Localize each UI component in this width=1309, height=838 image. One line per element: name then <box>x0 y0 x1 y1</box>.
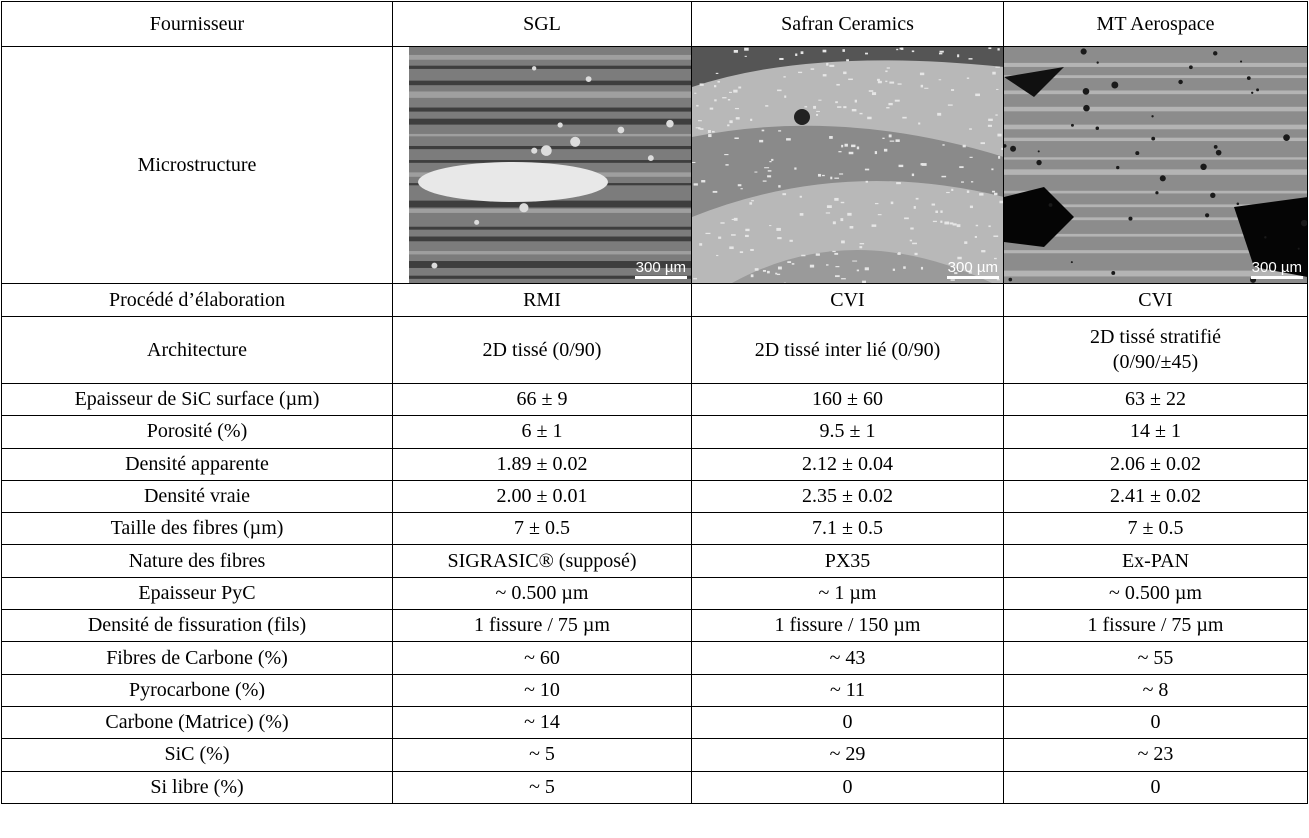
row-label: Porosité (%) <box>2 416 393 448</box>
data-row: SiC (%)~ 5~ 29~ 23 <box>2 739 1308 771</box>
row-label: Epaisseur PyC <box>2 577 393 609</box>
value-cell: PX35 <box>692 545 1004 577</box>
value-cell: 2.41 ± 0.02 <box>1004 480 1308 512</box>
row-label: Taille des fibres (µm) <box>2 513 393 545</box>
header-cell: Safran Ceramics <box>692 2 1004 47</box>
value-cell: 7.1 ± 0.5 <box>692 513 1004 545</box>
row-label: SiC (%) <box>2 739 393 771</box>
value-cell: ~ 8 <box>1004 674 1308 706</box>
row-label: Densité vraie <box>2 480 393 512</box>
value-cell: ~ 55 <box>1004 642 1308 674</box>
scale-bar-label: 300 µm <box>1251 260 1303 280</box>
value-cell: 1.89 ± 0.02 <box>393 448 692 480</box>
row-label: Epaisseur de SiC surface (µm) <box>2 384 393 416</box>
scale-bar-label: 300 µm <box>635 260 687 280</box>
value-cell: ~ 14 <box>393 706 692 738</box>
value-cell: ~ 43 <box>692 642 1004 674</box>
data-row: Epaisseur PyC~ 0.500 µm~ 1 µm~ 0.500 µm <box>2 577 1308 609</box>
value-cell: 7 ± 0.5 <box>393 513 692 545</box>
value-cell: 9.5 ± 1 <box>692 416 1004 448</box>
value-cell: 2.35 ± 0.02 <box>692 480 1004 512</box>
value-cell: CVI <box>1004 284 1308 317</box>
value-cell: ~ 23 <box>1004 739 1308 771</box>
value-cell: CVI <box>692 284 1004 317</box>
micrograph-cell: 300 µm <box>692 47 1004 284</box>
value-cell: Ex-PAN <box>1004 545 1308 577</box>
value-cell: 1 fissure / 75 µm <box>1004 610 1308 642</box>
value-cell: ~ 10 <box>393 674 692 706</box>
header-cell: Fournisseur <box>2 2 393 47</box>
value-cell: ~ 0.500 µm <box>393 577 692 609</box>
value-cell: 0 <box>1004 771 1308 803</box>
row-label: Carbone (Matrice) (%) <box>2 706 393 738</box>
value-cell: ~ 5 <box>393 739 692 771</box>
value-cell: 6 ± 1 <box>393 416 692 448</box>
value-cell: SIGRASIC® (supposé) <box>393 545 692 577</box>
value-cell: 63 ± 22 <box>1004 384 1308 416</box>
row-label: Nature des fibres <box>2 545 393 577</box>
header-cell: MT Aerospace <box>1004 2 1308 47</box>
row-label: Densité de fissuration (fils) <box>2 610 393 642</box>
value-cell: 66 ± 9 <box>393 384 692 416</box>
value-cell: 2.12 ± 0.04 <box>692 448 1004 480</box>
value-cell: 2.06 ± 0.02 <box>1004 448 1308 480</box>
value-cell: ~ 60 <box>393 642 692 674</box>
row-label: Densité apparente <box>2 448 393 480</box>
data-row: Fibres de Carbone (%)~ 60~ 43~ 55 <box>2 642 1308 674</box>
value-cell: ~ 1 µm <box>692 577 1004 609</box>
row-label: Pyrocarbone (%) <box>2 674 393 706</box>
row-label: Si libre (%) <box>2 771 393 803</box>
micrograph <box>692 47 1004 283</box>
value-cell: 2D tissé stratifié (0/90/±45) <box>1004 317 1308 384</box>
value-cell: 2D tissé inter lié (0/90) <box>692 317 1004 384</box>
value-cell: ~ 5 <box>393 771 692 803</box>
value-cell: ~ 11 <box>692 674 1004 706</box>
row-label: Microstructure <box>2 47 393 284</box>
microstructure-row: Microstructure 300 µm 300 µm 300 µm <box>2 47 1308 284</box>
value-cell: ~ 29 <box>692 739 1004 771</box>
value-cell: 1 fissure / 75 µm <box>393 610 692 642</box>
value-cell: 1 fissure / 150 µm <box>692 610 1004 642</box>
micrograph-cell: 300 µm <box>1004 47 1308 284</box>
value-cell: 0 <box>692 771 1004 803</box>
value-cell: RMI <box>393 284 692 317</box>
value-cell: 2.00 ± 0.01 <box>393 480 692 512</box>
micrograph <box>393 47 692 283</box>
data-row: Densité de fissuration (fils)1 fissure /… <box>2 610 1308 642</box>
data-row: Pyrocarbone (%)~ 10~ 11~ 8 <box>2 674 1308 706</box>
row-label: Architecture <box>2 317 393 384</box>
micrograph-cell: 300 µm <box>393 47 692 284</box>
header-cell: SGL <box>393 2 692 47</box>
value-cell: 0 <box>692 706 1004 738</box>
row-label: Procédé d’élaboration <box>2 284 393 317</box>
value-cell: 0 <box>1004 706 1308 738</box>
value-cell: 2D tissé (0/90) <box>393 317 692 384</box>
value-cell: 14 ± 1 <box>1004 416 1308 448</box>
row-label: Fibres de Carbone (%) <box>2 642 393 674</box>
scale-bar-label: 300 µm <box>947 260 999 280</box>
value-cell: 7 ± 0.5 <box>1004 513 1308 545</box>
micrograph <box>1004 47 1308 283</box>
value-cell: 160 ± 60 <box>692 384 1004 416</box>
value-cell: ~ 0.500 µm <box>1004 577 1308 609</box>
